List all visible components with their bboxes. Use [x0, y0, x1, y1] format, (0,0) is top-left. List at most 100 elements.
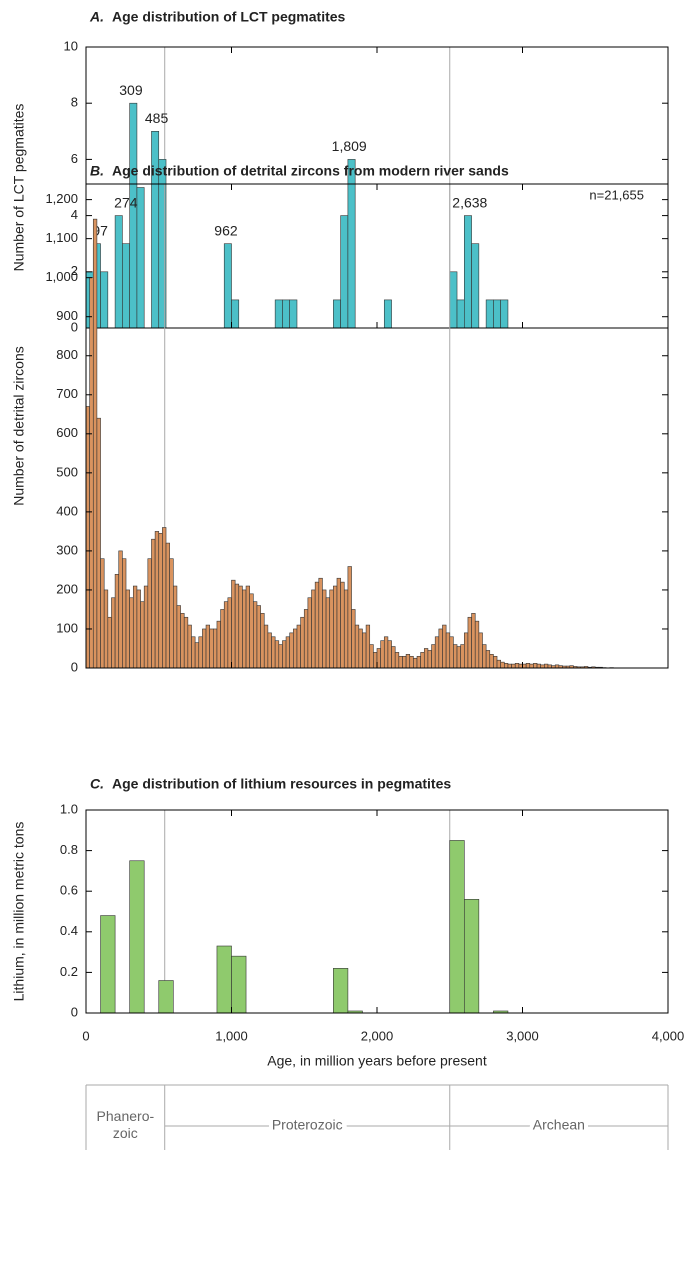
peak-label: 2,638 — [452, 194, 487, 210]
bar — [282, 640, 287, 669]
x-axis-label: Age, in million years before present — [267, 1053, 487, 1069]
bar — [125, 589, 130, 669]
y-tick-label: 0.8 — [60, 842, 78, 857]
era-label: Archean — [533, 1117, 585, 1133]
bar — [165, 542, 170, 669]
bar — [180, 613, 185, 669]
plot-frame — [85, 809, 669, 1014]
bar — [413, 657, 418, 669]
bar — [354, 624, 360, 669]
bar — [402, 655, 407, 669]
bar — [194, 642, 200, 669]
y-tick-label: 8 — [71, 95, 78, 110]
x-tick-label: 0 — [82, 1028, 89, 1043]
bar — [100, 915, 116, 1014]
bar — [394, 652, 400, 669]
y-tick-label: 2 — [71, 263, 78, 278]
bar — [445, 632, 451, 669]
bar — [114, 574, 120, 669]
bar — [220, 609, 225, 669]
bar — [213, 628, 218, 669]
y-tick-label: 6 — [71, 151, 78, 166]
bar — [151, 538, 156, 669]
bar — [460, 644, 465, 669]
bar — [434, 636, 440, 669]
bar — [122, 558, 127, 669]
bar — [453, 644, 458, 669]
bar — [278, 644, 283, 669]
y-tick-label: 1,200 — [45, 191, 78, 206]
bar — [442, 624, 447, 669]
y-axis-label: Number of LCT pegmatites — [11, 104, 27, 272]
bar — [496, 659, 501, 669]
bar — [151, 131, 160, 329]
y-tick-label: 1.0 — [60, 801, 78, 816]
bar — [100, 271, 109, 329]
bar — [373, 652, 378, 669]
bar — [227, 597, 232, 669]
bar — [387, 640, 392, 669]
bar — [471, 613, 476, 669]
y-tick-label: 500 — [56, 464, 78, 479]
bar — [303, 609, 309, 669]
y-axis-label: Lithium, in million metric tons — [11, 822, 27, 1002]
bar — [478, 632, 483, 669]
bar — [347, 159, 356, 329]
bar — [183, 616, 189, 669]
bar — [289, 299, 298, 329]
bar — [274, 640, 280, 669]
bar — [427, 650, 432, 669]
bar — [129, 102, 138, 329]
bar — [129, 860, 145, 1014]
bar — [198, 636, 203, 669]
bar — [136, 187, 145, 329]
bar — [325, 597, 331, 669]
bar — [92, 218, 98, 669]
bar — [231, 299, 240, 329]
bar — [340, 581, 345, 669]
bar — [234, 583, 240, 669]
bar — [467, 616, 472, 669]
bar — [383, 299, 392, 329]
bar — [336, 577, 341, 669]
peak-label: 274 — [114, 194, 138, 210]
bar — [173, 585, 178, 669]
peak-label: 962 — [214, 222, 238, 238]
era-label: zoic — [113, 1125, 138, 1141]
bar — [463, 632, 469, 669]
bar — [431, 644, 436, 669]
chart-title: Age distribution of detrital zircons fro… — [112, 163, 509, 179]
bar — [420, 652, 425, 669]
sample-note: n=21,655 — [589, 187, 644, 202]
bar — [253, 601, 258, 669]
y-tick-label: 0.4 — [60, 923, 78, 938]
bar — [96, 417, 101, 669]
bar — [216, 620, 221, 669]
bar — [307, 597, 312, 669]
bar — [449, 636, 454, 669]
bar — [132, 585, 138, 669]
panel-letter: B. — [90, 163, 104, 179]
bar — [525, 663, 531, 669]
bar — [285, 636, 290, 669]
bar — [158, 533, 163, 669]
bar — [391, 646, 396, 669]
bar — [205, 624, 210, 669]
bar — [449, 271, 458, 329]
bar — [343, 589, 349, 669]
peak-label: 1,809 — [332, 138, 367, 154]
bar — [358, 628, 363, 669]
bar — [365, 624, 371, 669]
bar — [140, 601, 145, 669]
bar — [147, 558, 152, 669]
panel-letter: C. — [90, 776, 104, 792]
bar — [267, 632, 272, 669]
x-tick-label: 3,000 — [506, 1028, 539, 1043]
bar — [456, 646, 461, 669]
bar — [416, 655, 421, 669]
bar — [380, 640, 385, 669]
bar — [333, 585, 338, 669]
bar — [103, 589, 109, 669]
y-tick-label: 700 — [56, 386, 78, 401]
